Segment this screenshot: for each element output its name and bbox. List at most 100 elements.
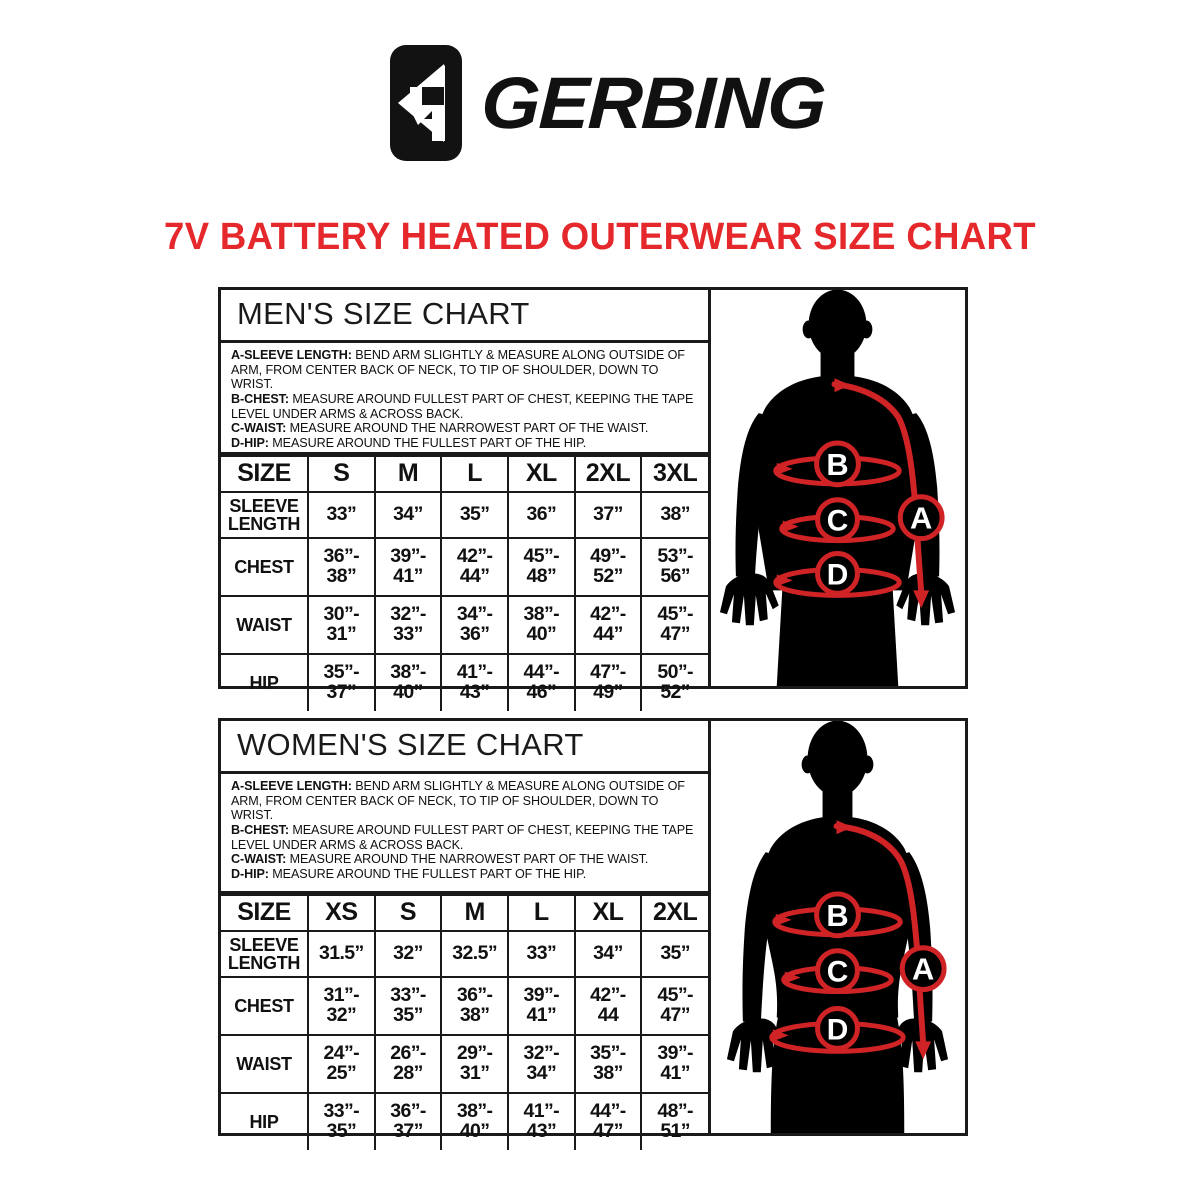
womens-figure-panel: B C D A <box>711 721 965 1133</box>
measurement-cell: 38” <box>640 491 708 539</box>
instruction-d-label: D-HIP: <box>231 435 269 450</box>
measurement-cell: 36”- 37” <box>373 1092 443 1150</box>
row-label: HIP <box>221 1092 309 1150</box>
svg-text:C: C <box>827 956 849 989</box>
measurement-cell: 41”- 43” <box>506 1092 576 1150</box>
instruction-d: D-HIP: MEASURE AROUND THE FULLEST PART O… <box>231 867 702 882</box>
measurement-cell: 45”- 48” <box>506 537 576 597</box>
womens-size-chart-panel: WOMEN'S SIZE CHART A-SLEEVE LENGTH: BEND… <box>218 718 968 1150</box>
measurement-cell: 32.5” <box>440 930 509 978</box>
table-row: WAIST 30”- 31” 32”- 33” 34”- 36” 38”- 40” 42”- 44”… <box>221 595 708 655</box>
womens-measure-instructions: A-SLEEVE LENGTH: BEND ARM SLIGHTLY & MEA… <box>221 774 708 894</box>
measurement-cell: 38”- 40” <box>440 1092 509 1150</box>
measurement-cell: 36”- 38” <box>307 537 376 597</box>
measurement-cell: 35”- 37” <box>307 653 376 711</box>
measurement-cell: 48”- 51” <box>640 1092 708 1150</box>
table-row: HIP 33”- 35” 36”- 37” 38”- 40” 41”- 43” 44”- 47” 48… <box>221 1092 708 1150</box>
header-size-xs: XS <box>307 894 376 932</box>
mens-chart-left: MEN'S SIZE CHART A-SLEEVE LENGTH: BEND A… <box>221 290 711 711</box>
mens-figure-panel: B C D A <box>711 290 965 686</box>
instruction-b: B-CHEST: MEASURE AROUND FULLEST PART OF … <box>231 823 702 852</box>
header-size-xl: XL <box>506 455 576 493</box>
header-size-s: S <box>307 455 376 493</box>
measurement-cell: 31.5” <box>307 930 376 978</box>
measurement-cell: 49”- 52” <box>573 537 643 597</box>
measurement-cell: 42”- 44” <box>440 537 509 597</box>
female-body-silhouette-icon: B C D A <box>726 721 949 1133</box>
instruction-b: B-CHEST: MEASURE AROUND FULLEST PART OF … <box>231 392 702 421</box>
measurement-cell: 33”- 35” <box>373 976 443 1036</box>
svg-text:A: A <box>910 501 932 536</box>
measurement-cell: 39”- 41” <box>373 537 443 597</box>
measurement-cell: 53”- 56” <box>640 537 708 597</box>
measurement-cell: 35”- 38” <box>573 1034 643 1094</box>
table-header-row: SIZE XS S M L XL 2XL <box>221 894 708 932</box>
instruction-c-label: C-WAIST: <box>231 852 287 867</box>
measurement-cell: 39”- 41” <box>506 976 576 1036</box>
instruction-d-label: D-HIP: <box>231 866 269 881</box>
badge-c: C <box>815 497 860 543</box>
measurement-cell: 33”- 35” <box>307 1092 376 1150</box>
measurement-cell: 39”- 41” <box>640 1034 708 1094</box>
measurement-cell: 45”- 47” <box>640 976 708 1036</box>
header-size: SIZE <box>221 455 309 493</box>
header-size-xl: XL <box>573 894 643 932</box>
measurement-cell: 32”- 34” <box>506 1034 576 1094</box>
measurement-cell: 42”- 44 <box>573 976 643 1036</box>
instruction-c: C-WAIST: MEASURE AROUND THE NARROWEST PA… <box>231 852 702 867</box>
instruction-c-label: C-WAIST: <box>231 421 287 436</box>
brand-wordmark: GERBING <box>479 62 827 144</box>
mens-chart-heading: MEN'S SIZE CHART <box>221 290 708 343</box>
svg-text:A: A <box>912 952 934 987</box>
instruction-c-text: MEASURE AROUND THE NARROWEST PART OF THE… <box>286 852 649 867</box>
measurement-cell: 34” <box>573 930 643 978</box>
header-size-m: M <box>373 455 443 493</box>
womens-chart-left: WOMEN'S SIZE CHART A-SLEEVE LENGTH: BEND… <box>221 721 711 1150</box>
svg-text:D: D <box>827 1013 849 1046</box>
sleeve-length-path <box>833 823 927 1047</box>
measurement-cell: 34” <box>373 491 443 539</box>
male-body-silhouette-icon: B C D A <box>719 290 956 686</box>
sleeve-length-path <box>831 381 925 596</box>
measurement-cell: 29”- 31” <box>440 1034 509 1094</box>
row-label: HIP <box>221 653 309 711</box>
header-size-m: M <box>440 894 509 932</box>
table-row: SLEEVE LENGTH 33” 34” 35” 36” 37” 38” <box>221 491 708 539</box>
row-label: CHEST <box>221 537 309 597</box>
row-label: CHEST <box>221 976 309 1036</box>
measurement-cell: 31”- 32” <box>307 976 376 1036</box>
measurement-cell: 34”- 36” <box>440 595 509 655</box>
svg-text:D: D <box>827 558 849 591</box>
instruction-d-text: MEASURE AROUND THE FULLEST PART OF THE H… <box>268 435 587 450</box>
measurement-cell: 44”- 46” <box>506 653 576 711</box>
badge-a: A <box>897 494 945 542</box>
badge-b: B <box>814 440 861 488</box>
mens-measurements-table: SIZE S M L XL 2XL 3XL SLEEVE LENGTH 33” 34” 35” 36” 3… <box>221 455 708 711</box>
row-label: SLEEVE LENGTH <box>221 491 309 539</box>
measurement-cell: 37” <box>573 491 643 539</box>
instruction-a-text: BEND ARM SLIGHTLY & MEASURE ALONG OUTSID… <box>231 779 685 823</box>
measurement-cell: 38”- 40” <box>373 653 443 711</box>
instruction-c: C-WAIST: MEASURE AROUND THE NARROWEST PA… <box>231 421 702 436</box>
instruction-d: D-HIP: MEASURE AROUND THE FULLEST PART O… <box>231 436 702 451</box>
table-row: SLEEVE LENGTH 31.5” 32” 32.5” 33” 34” 35” <box>221 930 708 978</box>
womens-chart-heading: WOMEN'S SIZE CHART <box>221 721 708 774</box>
instruction-b-text: MEASURE AROUND FULLEST PART OF CHEST, KE… <box>231 391 694 421</box>
measurement-cell: 35” <box>640 930 708 978</box>
svg-text:B: B <box>826 898 848 933</box>
measurement-cell: 36”- 38” <box>440 976 509 1036</box>
measurement-cell: 30”- 31” <box>307 595 376 655</box>
gerbing-arrow-mark-icon <box>389 45 462 161</box>
badge-d: D <box>815 1006 860 1051</box>
instruction-a: A-SLEEVE LENGTH: BEND ARM SLIGHTLY & MEA… <box>231 348 702 392</box>
header-size-l: L <box>440 455 509 493</box>
measurement-cell: 35” <box>440 491 509 539</box>
measurement-cell: 42”- 44” <box>573 595 643 655</box>
table-row: WAIST 24”- 25” 26”- 28” 29”- 31” 32”- 34” 35”- 38”… <box>221 1034 708 1094</box>
mens-measure-instructions: A-SLEEVE LENGTH: BEND ARM SLIGHTLY & MEA… <box>221 343 708 455</box>
instruction-a: A-SLEEVE LENGTH: BEND ARM SLIGHTLY & MEA… <box>231 779 702 823</box>
header-size: SIZE <box>221 894 309 932</box>
header-size-s: S <box>373 894 443 932</box>
header-size-3xl: 3XL <box>640 455 708 493</box>
instruction-a-label: A-SLEEVE LENGTH: <box>231 348 352 362</box>
